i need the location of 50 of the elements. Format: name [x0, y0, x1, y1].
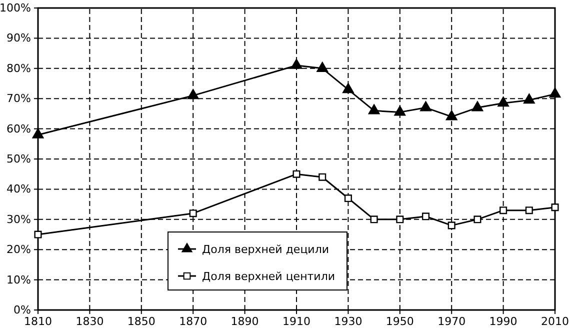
point	[318, 173, 326, 181]
y-tick-label: 0%	[14, 304, 31, 317]
x-tick-label: 1890	[230, 314, 259, 328]
y-tick-label: 70%	[6, 92, 31, 106]
point	[549, 88, 561, 98]
x-tick-label: 1930	[334, 314, 362, 328]
x-tick-label: 1970	[438, 314, 466, 328]
x-tick-label: 1990	[489, 314, 518, 328]
y-tick-label: 40%	[6, 182, 31, 196]
legend-label: Доля верхней центили	[202, 270, 335, 283]
point	[316, 62, 328, 72]
x-tick-label: 1810	[24, 314, 52, 328]
x-tick-label: 1870	[179, 314, 208, 328]
point	[422, 212, 430, 220]
point	[448, 222, 456, 230]
point	[396, 216, 404, 224]
point	[290, 58, 302, 69]
y-tick-label: 50%	[6, 152, 31, 166]
y-tick-label: 10%	[6, 273, 31, 286]
point	[446, 110, 458, 120]
x-tick-label: 2010	[541, 314, 569, 328]
point	[370, 216, 378, 224]
point	[551, 204, 559, 212]
x-tick-label: 1950	[386, 314, 414, 328]
point	[394, 106, 406, 116]
point	[472, 101, 484, 112]
point	[292, 170, 300, 178]
point	[189, 210, 197, 218]
x-tick-label: 1910	[282, 314, 310, 328]
point	[368, 104, 380, 114]
point	[523, 94, 535, 104]
point	[420, 101, 432, 112]
point	[498, 96, 509, 107]
point	[344, 194, 352, 202]
legend-label: Доля верхней децили	[202, 243, 330, 256]
point	[500, 206, 508, 214]
y-tick-label: 60%	[6, 122, 31, 136]
y-tick-label: 30%	[6, 212, 31, 226]
point	[342, 83, 354, 94]
y-tick-label: 90%	[6, 32, 31, 45]
x-tick-label: 1850	[127, 314, 156, 328]
point	[474, 216, 482, 224]
point	[187, 89, 199, 100]
point	[525, 206, 533, 214]
y-tick-label: 100%	[0, 2, 31, 15]
y-tick-label: 80%	[6, 62, 31, 75]
point	[32, 128, 44, 138]
point	[34, 230, 42, 238]
y-tick-label: 20%	[6, 243, 31, 256]
x-tick-label: 1830	[76, 314, 104, 328]
